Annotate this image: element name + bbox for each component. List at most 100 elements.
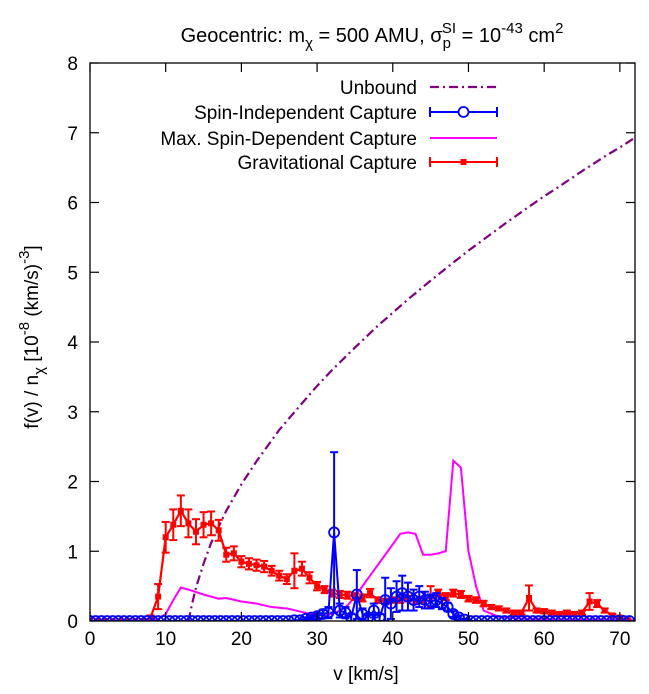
si-point [237,615,250,621]
grav-point [208,520,215,527]
grav-point [488,604,495,611]
grav-point [261,563,268,570]
grav-point [473,597,480,604]
grav-point [412,598,419,605]
si-point [152,615,165,621]
y-tick-label: 0 [67,612,78,633]
grav-point [298,565,305,572]
si-point [163,615,176,621]
grav-point [321,586,328,593]
si-point [220,615,233,621]
y-tick-label: 4 [67,333,78,354]
grav-point [276,572,283,579]
grav-point [306,574,313,581]
legend-label: Max. Spin-Dependent Capture [160,129,417,150]
x-tick-label: 30 [307,629,328,650]
grav-point [94,618,101,621]
si-point [583,615,596,621]
si-point [566,615,579,621]
grav-point [155,593,162,600]
si-point [106,615,119,621]
grav-point [465,595,472,602]
series-line-unbound [187,136,635,621]
grav-point [480,600,487,607]
si-point [260,615,272,621]
si-point [328,526,341,539]
legend-sample-marker [460,159,467,165]
si-point [118,615,130,621]
grav-point [170,521,177,528]
si-point [277,615,289,621]
grav-point [200,521,207,528]
grav-point [442,593,449,600]
grav-point [291,567,298,574]
y-tick-label: 6 [67,194,78,215]
plot-area [90,136,635,621]
si-point [509,615,522,621]
si-point [226,615,238,621]
si-point [572,615,585,621]
si-point [617,615,630,621]
grav-point [124,618,131,621]
legend-label: Gravitational Capture [237,153,417,174]
si-point [612,615,624,621]
legend-sample-marker [457,106,470,118]
si-point [464,615,477,621]
si-point [532,615,545,621]
grav-point [268,567,275,574]
si-point [589,615,602,621]
si-point [606,615,619,621]
y-tick-label: 3 [67,403,78,424]
si-point [526,615,539,621]
si-point [191,615,204,621]
legend: Unbound Spin-Independent Capture Max. Spin… [160,78,498,174]
si-point [487,615,499,621]
si-point [498,615,511,621]
si-point [169,615,182,621]
grav-point [526,594,533,601]
grav-point [503,607,510,614]
si-point [271,615,284,621]
si-point [549,615,562,621]
si-point [214,615,227,621]
si-point [203,615,216,621]
grav-point [563,609,570,616]
y-tick-label: 1 [67,542,78,563]
si-point [521,615,534,621]
x-tick-label: 40 [382,629,403,650]
grav-point [548,609,555,616]
si-point [282,615,295,621]
grav-point [192,528,199,535]
si-point [248,615,261,621]
si-point [475,615,488,621]
si-point [458,613,471,621]
si-point [441,601,454,613]
axes: 0 10 20 30 40 50 60 70 0 1 2 3 4 5 6 7 8 [67,54,636,650]
si-point [470,615,482,621]
grav-point [450,590,457,597]
series-line-spin-independent [90,532,630,621]
si-point [504,615,517,621]
si-point [90,615,102,621]
grav-point [139,618,146,621]
grav-point [329,590,336,597]
grav-point [374,597,381,604]
grav-point [457,591,464,598]
grav-point [223,551,230,558]
si-point [231,615,244,621]
y-tick-label: 2 [67,473,78,494]
grav-point [177,507,184,514]
si-point [453,611,465,621]
si-point [555,615,568,621]
y-axis-title: f(v) / nχ [10-8 (km/s)-3] [16,245,48,428]
grav-point [351,593,358,600]
si-point [101,615,113,621]
y-tick-label: 8 [67,54,78,75]
si-point [186,615,199,621]
legend-label: Spin-Independent Capture [194,103,417,124]
si-point [492,615,505,621]
grav-point [556,611,563,618]
x-tick-label: 50 [458,629,479,650]
si-point [180,615,193,621]
grav-point [314,583,321,590]
